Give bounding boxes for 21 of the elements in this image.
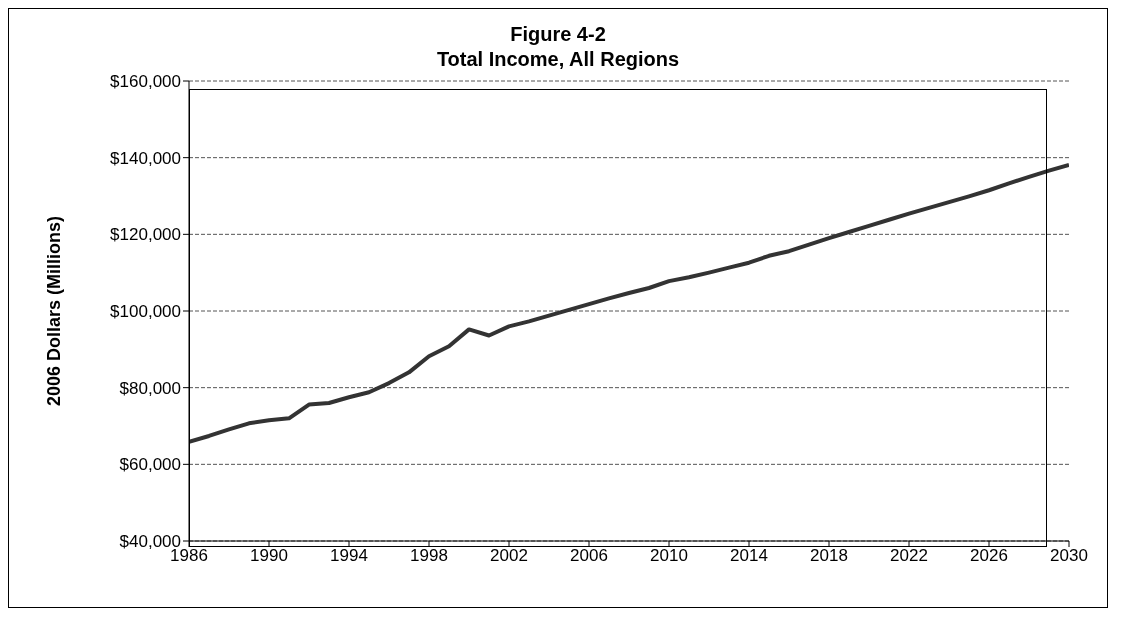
x-tick-label: 1998 [410, 546, 448, 566]
x-tick-label: 1994 [330, 546, 368, 566]
chart-title: Figure 4-2 [509, 23, 607, 46]
y-tick-label: $80,000 [119, 378, 181, 398]
x-tick-label: 2014 [730, 546, 768, 566]
x-tick-label: 2022 [890, 546, 928, 566]
x-tick-label: 2030 [1050, 546, 1088, 566]
x-tick-label: 2006 [570, 546, 608, 566]
y-tick-label: $160,000 [110, 72, 181, 92]
x-tick-label: 2018 [810, 546, 848, 566]
y-tick-label: $140,000 [110, 148, 181, 168]
x-tick-label: 2002 [490, 546, 528, 566]
line-series [189, 162, 1069, 444]
y-tick-label: $120,000 [110, 225, 181, 245]
x-tick-label: 1990 [250, 546, 288, 566]
x-tick-label: 2026 [970, 546, 1008, 566]
y-tick-label: $100,000 [110, 302, 181, 322]
x-tick-label: 2010 [650, 546, 688, 566]
y-tick-label: $60,000 [119, 455, 181, 475]
chart-subtitle: Total Income, All Regions [435, 48, 681, 71]
y-axis-title: 2006 Dollars (Millions) [44, 215, 65, 407]
